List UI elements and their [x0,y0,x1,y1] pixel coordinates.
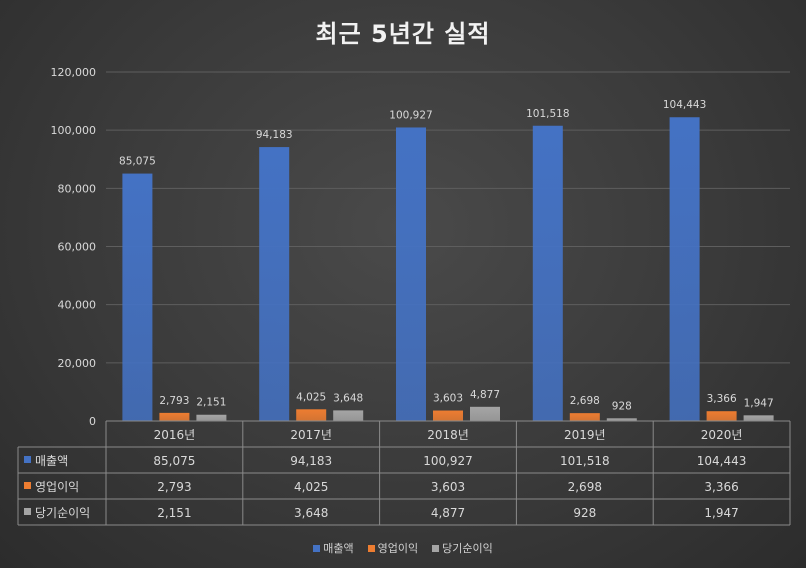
legend-item-operating-profit: 영업이익 [367,540,419,556]
bar-sales [532,125,563,421]
data-label-net-income: 928 [612,400,632,412]
x-tick-label: 2018년 [427,428,469,442]
y-tick-label: 120,000 [51,66,97,79]
legend-label-net-income: 당기순이익 [442,542,493,555]
data-label-net-income: 2,151 [196,397,226,409]
legend-item-sales: 매출액 [313,540,354,556]
chart-legend: 매출액 영업이익 당기순이익 [0,540,806,556]
data-label-sales: 104,443 [663,99,706,111]
y-tick-label: 60,000 [58,241,97,254]
table-row-label-operating-profit: 영업이익 [35,480,79,494]
table-cell-sales: 101,518 [560,454,610,468]
data-label-net-income: 1,947 [744,397,774,409]
table-cell-operating-profit: 3,603 [431,480,465,494]
table-legend-swatch-operating-profit [24,482,31,489]
data-label-operating-profit: 2,698 [570,395,600,407]
legend-swatch-operating-profit [367,544,375,552]
data-label-sales: 100,927 [389,109,432,121]
table-cell-sales: 104,443 [697,454,747,468]
table-cell-net-income: 1,947 [704,506,738,520]
bar-net-income [333,410,364,421]
y-tick-label: 0 [89,415,96,428]
table-cell-operating-profit: 3,366 [704,480,738,494]
table-cell-operating-profit: 4,025 [294,480,328,494]
data-label-sales: 85,075 [119,156,156,168]
table-cell-net-income: 928 [573,506,596,520]
y-tick-label: 100,000 [51,124,97,137]
data-label-net-income: 3,648 [333,392,363,404]
bar-operating-profit [706,411,737,421]
data-label-operating-profit: 3,366 [707,393,737,405]
x-tick-label: 2020년 [701,428,743,442]
table-cell-operating-profit: 2,793 [157,480,191,494]
bar-net-income [606,418,637,421]
bar-sales [122,173,153,421]
data-label-net-income: 4,877 [470,389,500,401]
y-tick-label: 20,000 [58,357,97,370]
data-label-operating-profit: 3,603 [433,393,463,405]
x-tick-label: 2016년 [154,428,196,442]
bar-operating-profit [159,412,190,421]
y-tick-label: 80,000 [58,182,97,195]
legend-item-net-income: 당기순이익 [432,540,493,556]
table-row-label-sales: 매출액 [35,454,68,468]
table-row-label-net-income: 당기순이익 [35,506,90,520]
table-cell-sales: 94,183 [290,454,332,468]
bar-operating-profit [296,409,327,421]
bar-sales [259,147,290,421]
data-label-sales: 94,183 [256,129,293,141]
bar-net-income [743,415,774,421]
y-tick-label: 40,000 [58,299,97,312]
x-tick-label: 2019년 [564,428,606,442]
bar-operating-profit [569,413,600,421]
legend-label-operating-profit: 영업이익 [377,542,419,555]
bar-operating-profit [433,410,463,421]
bar-net-income [196,414,227,421]
legend-swatch-net-income [432,544,440,552]
data-label-sales: 101,518 [526,108,569,120]
table-legend-swatch-sales [24,456,31,463]
bar-sales [669,117,700,422]
table-cell-operating-profit: 2,698 [568,480,602,494]
bar-sales [396,127,426,421]
x-tick-label: 2017년 [290,428,332,442]
bar-net-income [470,406,500,421]
legend-swatch-sales [313,544,321,552]
data-label-operating-profit: 4,025 [296,391,326,403]
legend-label-sales: 매출액 [323,542,354,555]
table-cell-net-income: 4,877 [431,506,465,520]
table-cell-net-income: 3,648 [294,506,328,520]
table-cell-sales: 85,075 [153,454,195,468]
table-legend-swatch-net-income [24,508,31,515]
table-cell-net-income: 2,151 [157,506,191,520]
chart-title: 최근 5년간 실적 [315,20,491,48]
data-label-operating-profit: 2,793 [159,395,189,407]
table-cell-sales: 100,927 [423,454,473,468]
